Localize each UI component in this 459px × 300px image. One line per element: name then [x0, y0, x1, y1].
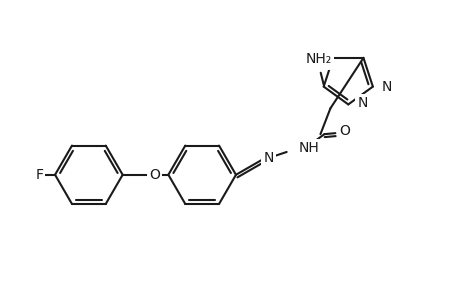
Text: S: S: [321, 54, 330, 68]
Text: N: N: [357, 96, 367, 110]
Text: N: N: [381, 80, 392, 94]
Text: NH: NH: [298, 141, 319, 155]
Text: O: O: [338, 124, 349, 138]
Text: O: O: [149, 168, 160, 182]
Text: NH₂: NH₂: [305, 52, 331, 66]
Text: F: F: [35, 168, 43, 182]
Text: N: N: [263, 151, 274, 165]
